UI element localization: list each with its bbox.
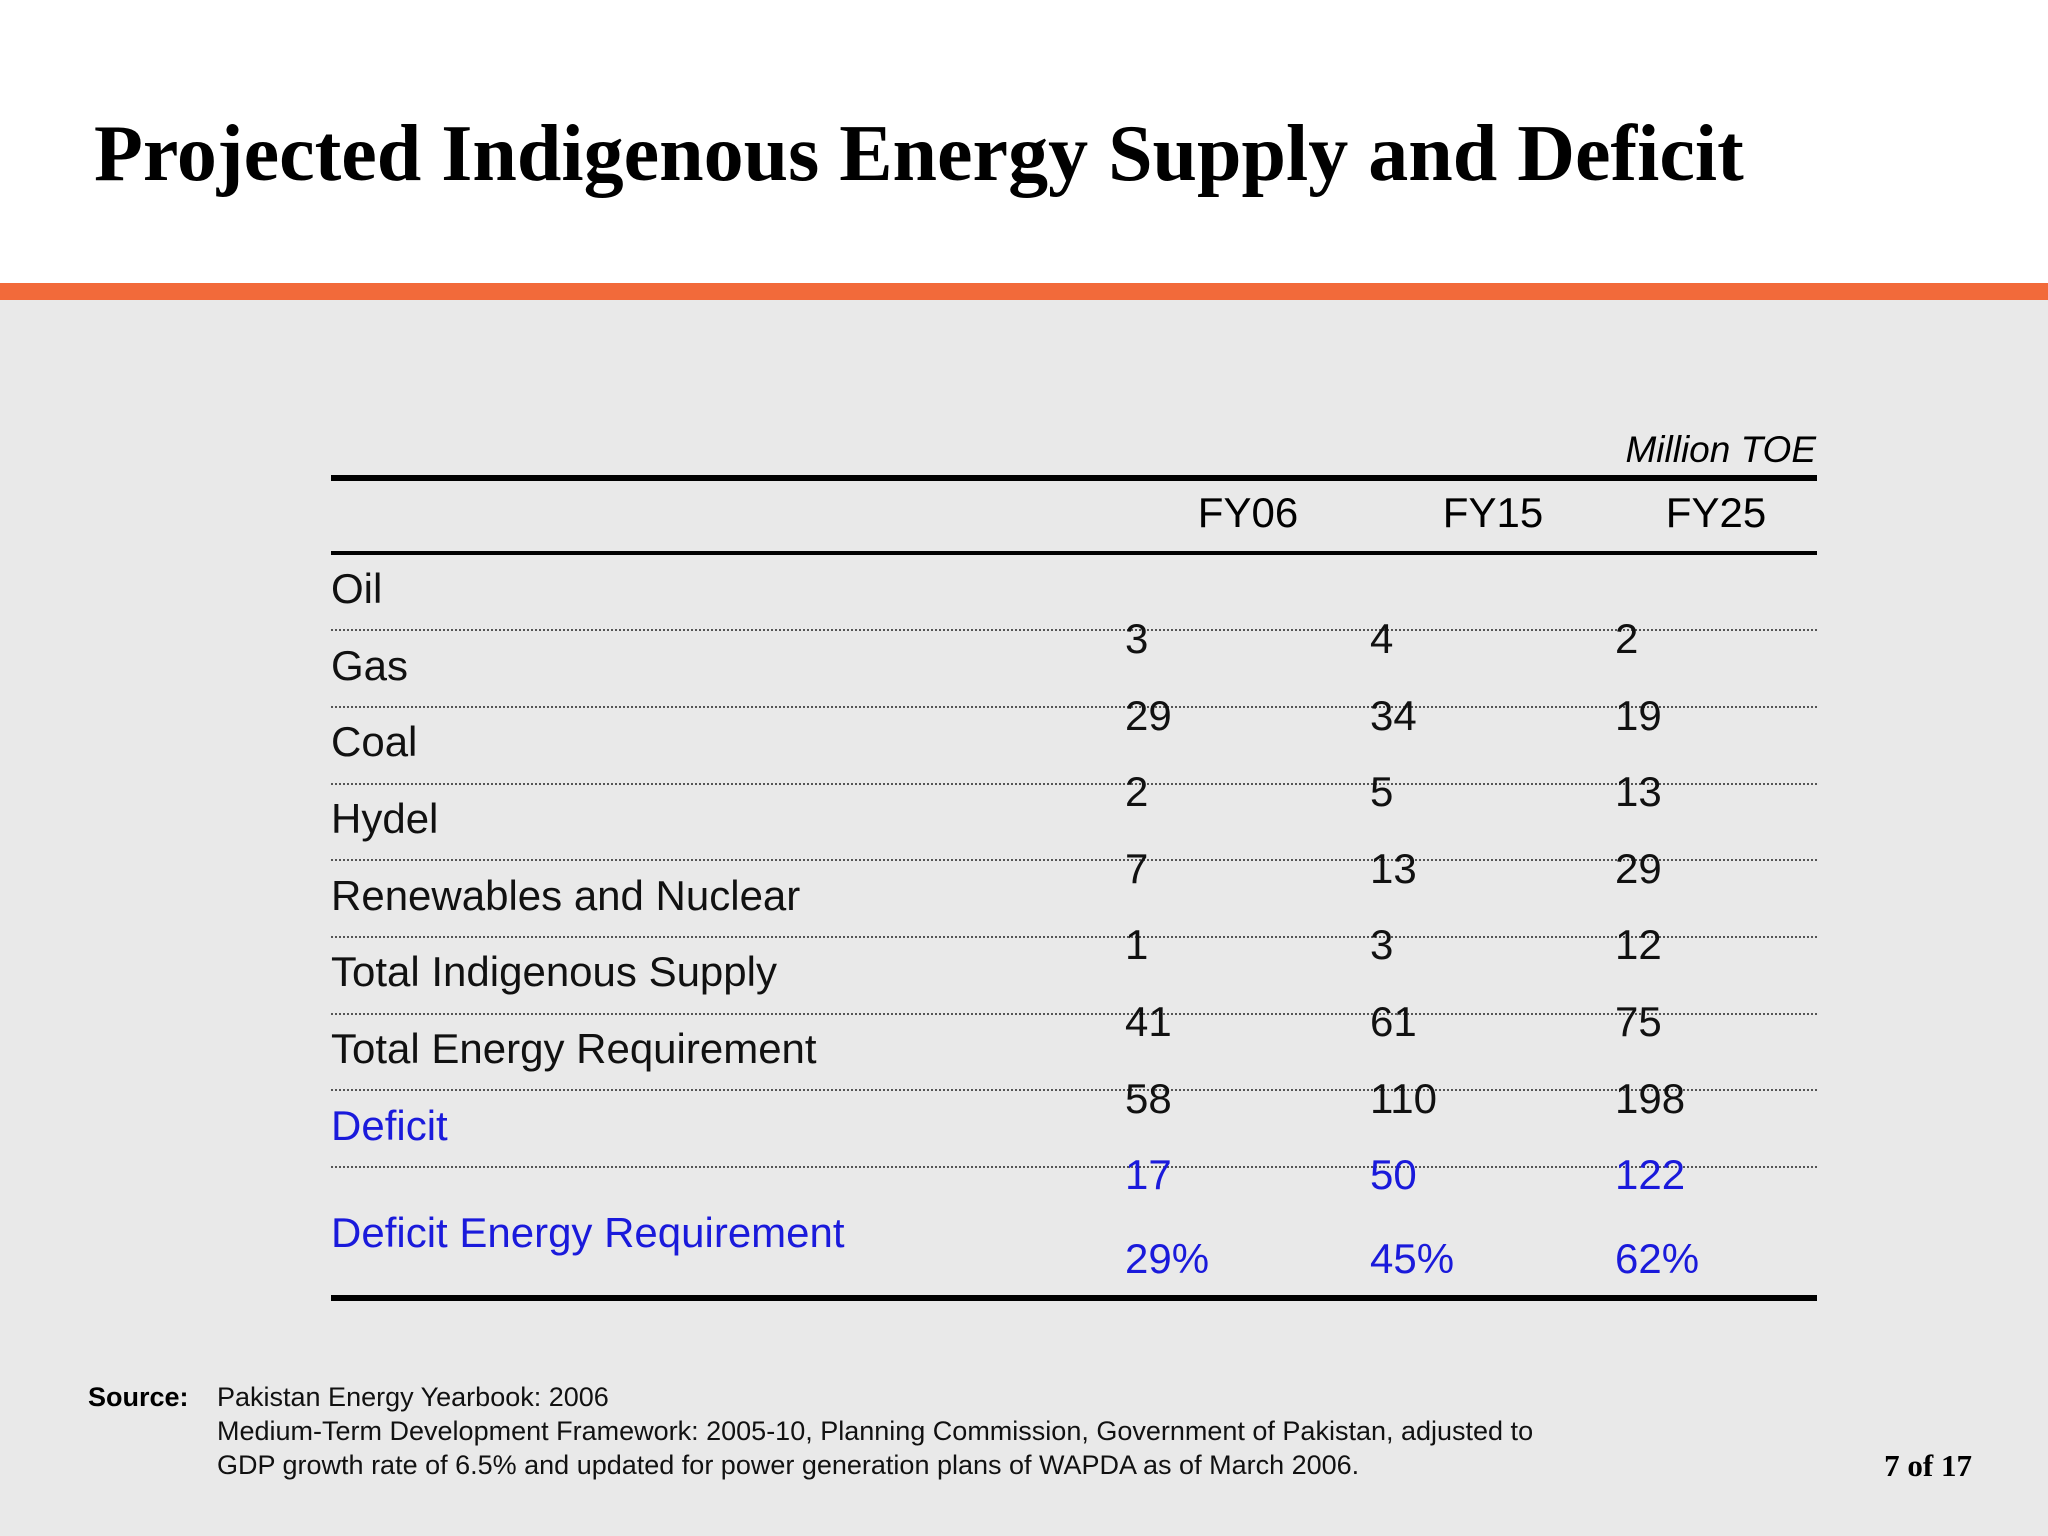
source-text: Pakistan Energy Yearbook: 2006 Medium-Te… [217,1380,1533,1482]
cell-renewables-fy25: 12 [1615,921,1662,968]
cell-total-requirement-fy06: 58 [1125,1075,1172,1122]
column-header-fy15: FY15 [1442,489,1544,536]
row-label-deficit-energy-requirement: Deficit Energy Requirement [331,1209,845,1256]
cell-total-supply-fy25: 75 [1615,998,1662,1045]
accent-divider [0,283,2048,300]
cell-gas-fy25: 19 [1615,692,1662,739]
cell-oil-fy25: 2 [1615,615,1639,662]
cell-coal-fy25: 13 [1615,768,1662,815]
cell-hydel-fy25: 29 [1615,845,1662,892]
row-label-hydel: Hydel [331,795,439,842]
row-label-renewables-nuclear: Renewables and Nuclear [331,872,801,919]
table-top-rule [331,475,1817,481]
row-label-deficit: Deficit [331,1102,448,1149]
cell-deficit-pct-fy06: 29% [1125,1235,1210,1282]
row-separator [331,936,1817,938]
page-number: 7 of 17 [1884,1448,1972,1483]
source-line: GDP growth rate of 6.5% and updated for … [217,1450,1360,1480]
row-separator [331,1013,1817,1015]
source-label: Source: [88,1382,189,1412]
row-label-total-indigenous-supply: Total Indigenous Supply [331,948,777,995]
cell-oil-fy15: 4 [1370,615,1394,662]
source-line: Pakistan Energy Yearbook: 2006 [217,1382,609,1412]
row-separator [331,859,1817,861]
row-label-total-energy-requirement: Total Energy Requirement [331,1025,817,1072]
cell-renewables-fy06: 1 [1125,921,1149,968]
cell-hydel-fy06: 7 [1125,845,1149,892]
slide-title: Projected Indigenous Energy Supply and D… [94,110,1744,198]
cell-total-supply-fy15: 61 [1370,998,1417,1045]
row-label-gas: Gas [331,642,409,689]
slide-header: Projected Indigenous Energy Supply and D… [0,0,2048,283]
cell-renewables-fy15: 3 [1370,921,1394,968]
cell-oil-fy06: 3 [1125,615,1149,662]
row-separator [331,706,1817,708]
row-label-oil: Oil [331,565,383,612]
cell-total-requirement-fy25: 198 [1615,1075,1686,1122]
row-label-coal: Coal [331,718,418,765]
cell-gas-fy15: 34 [1370,692,1417,739]
cell-gas-fy06: 29 [1125,692,1172,739]
row-separator [331,783,1817,785]
cell-coal-fy06: 2 [1125,768,1149,815]
row-separator [331,1089,1817,1091]
cell-deficit-pct-fy25: 62% [1615,1235,1700,1282]
cell-hydel-fy15: 13 [1370,845,1417,892]
row-separator [331,1166,1817,1168]
cell-deficit-fy25: 122 [1615,1151,1686,1198]
cell-total-supply-fy06: 41 [1125,998,1172,1045]
table-bottom-rule [331,1295,1817,1301]
unit-label: Million TOE [1625,429,1816,470]
cell-deficit-fy15: 50 [1370,1151,1417,1198]
column-header-fy06: FY06 [1197,489,1299,536]
cell-deficit-fy06: 17 [1125,1151,1172,1198]
cell-total-requirement-fy15: 110 [1370,1075,1437,1122]
row-separator [331,629,1817,631]
cell-deficit-pct-fy15: 45% [1370,1235,1455,1282]
source-line: Medium-Term Development Framework: 2005-… [217,1416,1534,1446]
column-header-fy25: FY25 [1665,489,1767,536]
table-header-rule [331,551,1817,555]
cell-coal-fy15: 5 [1370,768,1394,815]
